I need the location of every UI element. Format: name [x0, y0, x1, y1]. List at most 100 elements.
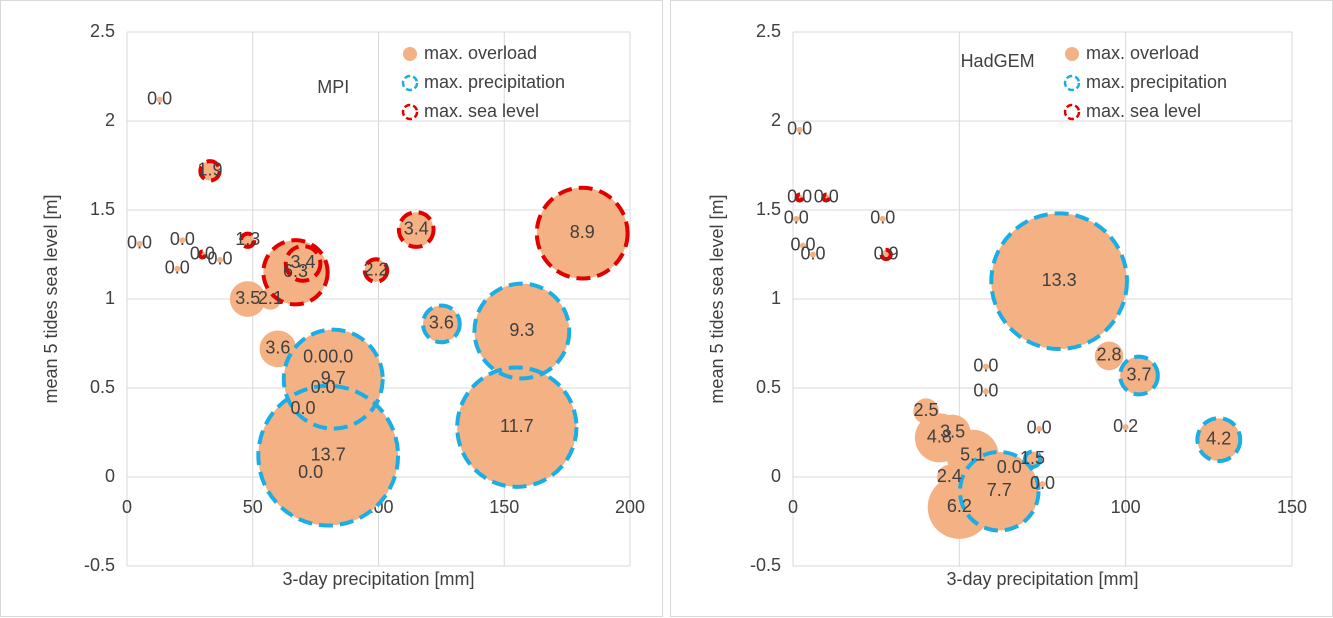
y-tick-label: 1.5 [90, 199, 115, 219]
data-label: 0.0 [973, 355, 998, 375]
data-label: 0.0 [165, 257, 190, 277]
bubble-ring [1022, 449, 1043, 469]
data-label: 0.0 [170, 229, 195, 249]
legend-label: max. sea level [1086, 101, 1201, 121]
data-label: 9.3 [509, 320, 534, 340]
data-label: 8.9 [570, 222, 595, 242]
data-label: 11.7 [500, 416, 534, 436]
bubble-ring [794, 192, 805, 203]
bubble [307, 470, 314, 477]
data-label: 3.4 [291, 252, 316, 272]
bubble [457, 367, 577, 487]
bubble-ring [256, 383, 401, 528]
data-label: 0.0 [790, 234, 815, 254]
y-tick-label: 1 [105, 288, 115, 308]
bubble [1094, 341, 1124, 371]
bubble-ring [989, 211, 1129, 352]
x-tick-label: 0 [788, 497, 798, 517]
annotation: HadGEM [961, 51, 1035, 71]
bubble [200, 161, 220, 181]
x-tick-label: 0 [122, 497, 132, 517]
y-tick-label: 0 [771, 466, 781, 486]
bubble [364, 259, 388, 282]
y-tick-label: 2 [105, 110, 115, 130]
bubble-ring [283, 244, 323, 283]
bubble [156, 96, 163, 103]
y-tick-label: -0.5 [84, 555, 115, 575]
y-axis-label: mean 5 tides sea level [m] [707, 194, 727, 403]
data-label: 3.5 [940, 421, 965, 441]
bubble [536, 187, 628, 279]
bubble [259, 288, 282, 310]
bubble [423, 305, 460, 343]
data-label: 0.0 [147, 88, 172, 108]
legend-marker [403, 47, 417, 61]
data-label: 1.5 [1020, 448, 1045, 468]
bubble [300, 406, 307, 413]
x-tick-label: 200 [615, 497, 645, 517]
data-label: 3.4 [404, 218, 429, 238]
legend-marker [1065, 47, 1079, 61]
bubble [337, 354, 344, 361]
x-tick-label: 50 [243, 497, 263, 517]
data-label: 2.4 [937, 466, 962, 486]
data-label: 0.0 [311, 377, 336, 397]
bubble [799, 242, 806, 249]
y-tick-label: 2 [771, 110, 781, 130]
data-label: 2.2 [363, 259, 388, 279]
data-label: 0.0 [1027, 418, 1052, 438]
data-label: 0.0 [787, 186, 812, 206]
data-label: 0.0 [870, 208, 895, 228]
bubble [1006, 465, 1013, 472]
data-label: 2.1 [258, 288, 283, 308]
data-label: 6.2 [947, 496, 972, 516]
data-label: 5.1 [960, 444, 985, 464]
bubble-ring [239, 231, 257, 249]
bubble [991, 213, 1127, 350]
data-label: 13.3 [1042, 270, 1077, 290]
data-label: 9.7 [321, 368, 346, 388]
bubble [312, 354, 319, 361]
legend-marker [401, 74, 419, 92]
data-label: 2.5 [914, 400, 939, 420]
bubble [793, 215, 800, 222]
bubble-ring [198, 159, 222, 183]
y-tick-label: 0.5 [756, 377, 781, 397]
legend-label: max. overload [1086, 43, 1199, 63]
bubble-ring [396, 210, 436, 249]
data-label: 0.0 [208, 249, 233, 269]
data-label: 4.2 [1206, 428, 1231, 448]
y-tick-label: 1.5 [756, 199, 781, 219]
data-label: 0.0 [787, 119, 812, 139]
data-label: 1.9 [197, 160, 222, 180]
data-label: 2.8 [1097, 345, 1122, 365]
y-tick-label: -0.5 [750, 555, 781, 575]
legend-label: max. sea level [424, 101, 539, 121]
y-axis-label: mean 5 tides sea level [m] [41, 194, 61, 403]
bubble [1122, 424, 1129, 431]
data-label: 7.7 [987, 480, 1012, 500]
data-label: 4.8 [927, 427, 952, 447]
data-label: 3.5 [235, 288, 260, 308]
y-tick-label: 0 [105, 466, 115, 486]
bubble-ring [879, 247, 893, 262]
data-label: 0.0 [973, 380, 998, 400]
bubble [879, 215, 886, 222]
data-label: 6.3 [283, 261, 308, 281]
y-tick-label: 2.5 [90, 21, 115, 41]
legend-marker [1063, 103, 1081, 121]
bubble [398, 212, 434, 247]
x-axis-label: 3-day precipitation [mm] [282, 569, 474, 589]
x-axis-label: 3-day precipitation [mm] [946, 569, 1138, 589]
bubble [809, 251, 816, 258]
bubble [946, 429, 999, 482]
bubble-ring [472, 281, 572, 381]
bubble [474, 283, 570, 379]
bubble-ring [821, 192, 832, 203]
bubble [982, 363, 989, 370]
data-label: 0.9 [874, 243, 899, 263]
y-tick-label: 0.5 [90, 377, 115, 397]
bubble-ring [281, 327, 385, 431]
bubble-ring [197, 249, 208, 260]
